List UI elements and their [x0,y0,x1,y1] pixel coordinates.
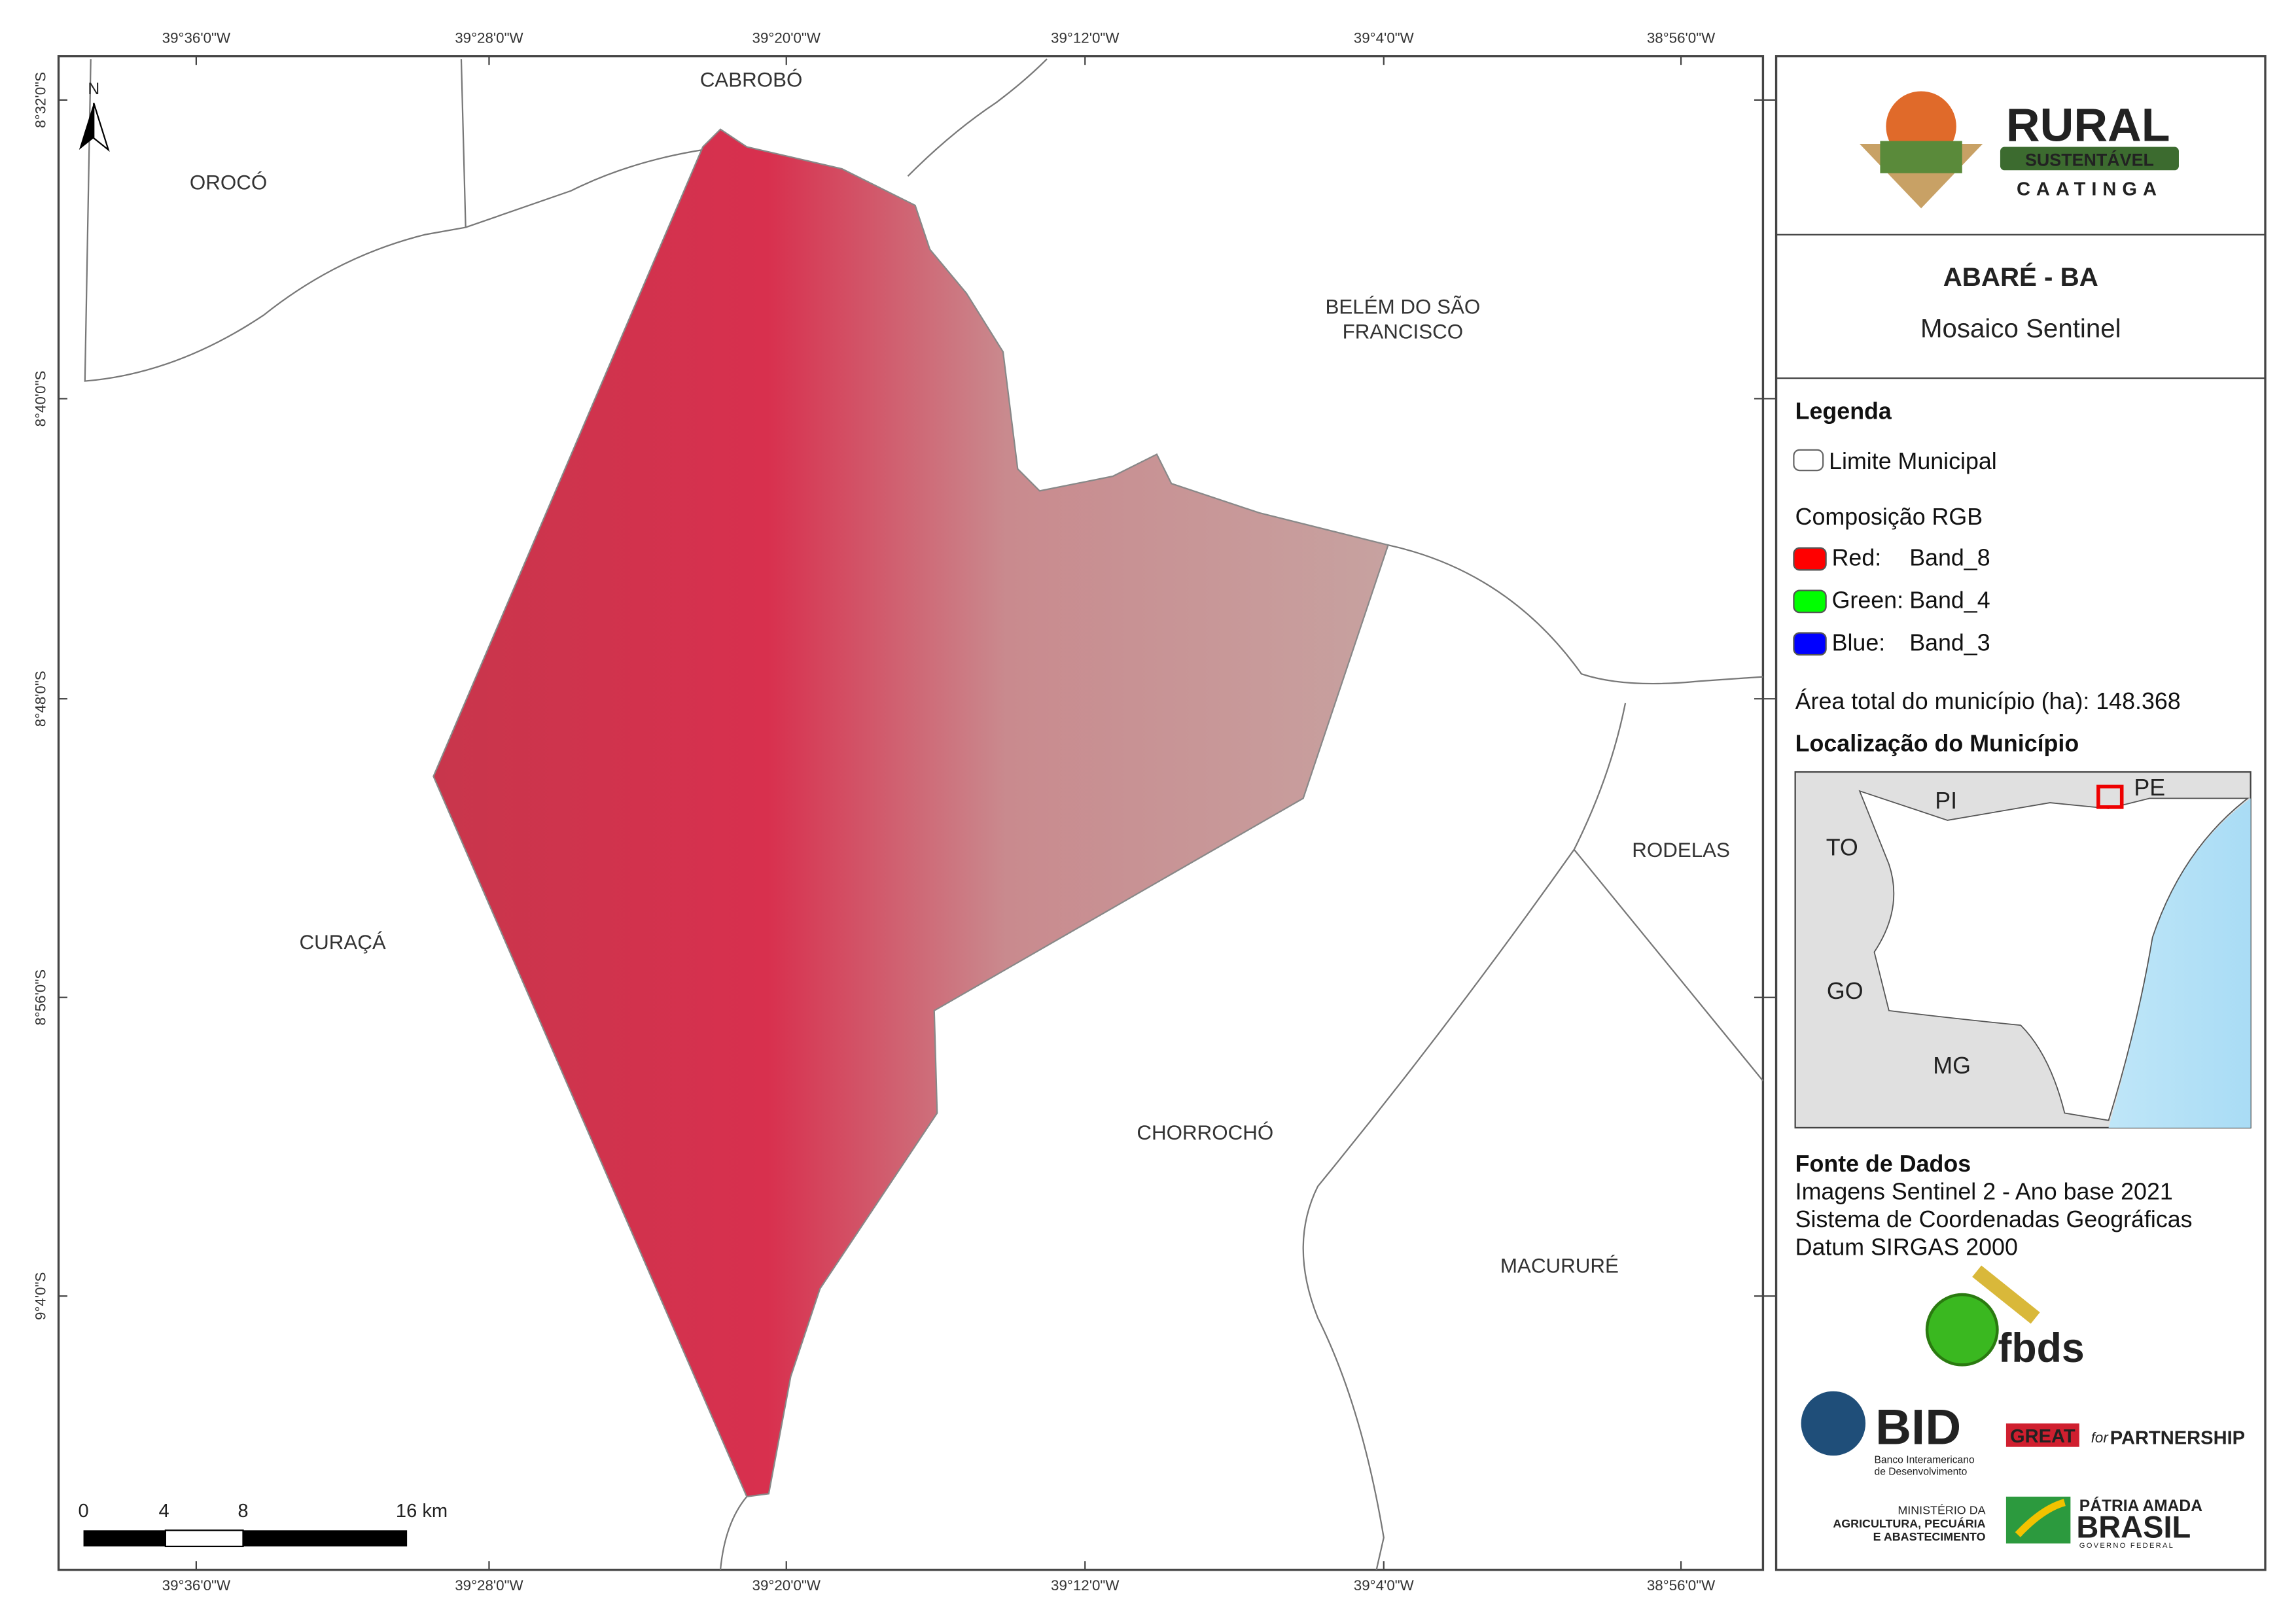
municipality-label: BELÉM DO SÃO [1326,296,1481,319]
band-label: Blue: [1832,629,1886,655]
lon-label: 39°4'0"W [1354,30,1415,46]
municipality-label: OROCÓ [190,171,267,194]
sources-title: Fonte de Dados [1795,1151,1971,1177]
bid-text: BID [1875,1399,1961,1455]
location-inset [1794,771,2252,1129]
lat-label: 8°32'0"S [32,72,48,128]
municipality-label: CURAÇÁ [300,931,386,954]
band-swatch [1793,547,1827,571]
band-swatch [1793,589,1827,614]
scale-label: 0 [78,1501,88,1522]
ministry-text: MINISTÉRIO DA [1898,1504,1985,1517]
location-label: PI [1935,788,1957,814]
bid-sub: de Desenvolvimento [1874,1466,1967,1477]
scale-label: 4 [159,1501,169,1522]
panel-subtitle: Mosaico Sentinel [1920,313,2121,343]
lat-label: 9°4'0"S [32,1272,48,1320]
legend-label: Limite Municipal [1829,448,1997,474]
ministry-text: E ABASTECIMENTO [1873,1530,1986,1543]
band-name: Band_8 [1909,545,1990,571]
lat-label: 8°48'0"S [32,671,48,727]
lon-label: 38°56'0"W [1647,30,1716,46]
source-line: Datum SIRGAS 2000 [1795,1234,2018,1261]
rgb-title: Composição RGB [1795,504,1983,530]
area-text: Área total do município (ha): 148.368 [1795,688,2181,714]
lon-label: 38°56'0"W [1647,1577,1716,1594]
band-label: Red: [1832,545,1882,571]
north-arrow: N [79,80,110,152]
lon-label: 39°28'0"W [455,30,523,46]
lon-label: 39°12'0"W [1051,1577,1120,1594]
brasil-text: GOVERNO FEDERAL [2079,1542,2174,1550]
lon-label: 39°20'0"W [752,30,821,46]
logo-ribbon: SUSTENTÁVEL [2025,150,2154,170]
municipality-label: CABROBÓ [700,69,803,92]
location-label: TO [1826,835,1858,861]
scale-label: 16 km [396,1501,448,1522]
great-logo: GREAT for PARTNERSHIP [2005,1423,2245,1448]
source-line: Imagens Sentinel 2 - Ano base 2021 [1795,1179,2173,1205]
ministry-text: AGRICULTURA, PECUÁRIA [1833,1516,1985,1530]
location-label: GO [1827,978,1863,1004]
location-label: PE [2134,775,2165,801]
lon-label: 39°36'0"W [162,30,231,46]
legend-title: Legenda [1795,398,1892,425]
great-text: for [2091,1429,2110,1446]
fbds-text: fbds [1998,1325,2084,1371]
ministry-logo: MINISTÉRIO DA AGRICULTURA, PECUÁRIA E AB… [1833,1496,2202,1550]
band-label: Green: [1832,587,1903,613]
source-line: Sistema de Coordenadas Geográficas [1795,1206,2193,1232]
lat-label: 8°56'0"S [32,969,48,1026]
lon-label: 39°28'0"W [455,1577,523,1594]
great-text: GREAT [2010,1426,2075,1447]
panel-title: ABARÉ - BA [1943,262,2098,292]
lon-label: 39°20'0"W [752,1577,821,1594]
fbds-logo: fbds [1925,1265,2085,1371]
rural-logo: RURAL SUSTENTÁVEL CAATINGA [1860,91,2179,209]
logo-word: RURAL [2006,99,2170,152]
municipality-label: FRANCISCO [1343,321,1464,343]
scale-label: 8 [238,1501,248,1522]
municipal-boundaries [84,58,1764,1570]
municipality-label: RODELAS [1632,839,1730,862]
logo-sub: CAATINGA [2017,179,2163,200]
lon-label: 39°36'0"W [162,1577,231,1594]
band-swatch [1793,632,1827,656]
abare-mosaic [433,128,1389,1498]
location-title: Localização do Município [1795,731,2079,757]
band-name: Band_3 [1909,629,1990,655]
municipality-label: CHORROCHÓ [1137,1121,1273,1144]
great-text: PARTNERSHIP [2110,1427,2245,1448]
municipality-label: MACURURÉ [1500,1254,1619,1277]
scale-bar: 0 4 8 16 km [78,1501,448,1548]
band-name: Band_4 [1909,587,1990,613]
lon-label: 39°4'0"W [1354,1577,1415,1594]
brasil-text: PÁTRIA AMADA [2079,1497,2202,1515]
legend-swatch [1793,449,1824,472]
lat-label: 8°40'0"S [32,371,48,427]
north-label: N [88,80,99,98]
location-label: MG [1933,1053,1971,1079]
bid-sub: Banco Interamericano [1874,1454,1974,1465]
bid-logo: BID Banco Interamericano de Desenvolvime… [1801,1391,1975,1477]
lon-label: 39°12'0"W [1051,30,1120,46]
brasil-text: BRASIL [2076,1509,2191,1544]
